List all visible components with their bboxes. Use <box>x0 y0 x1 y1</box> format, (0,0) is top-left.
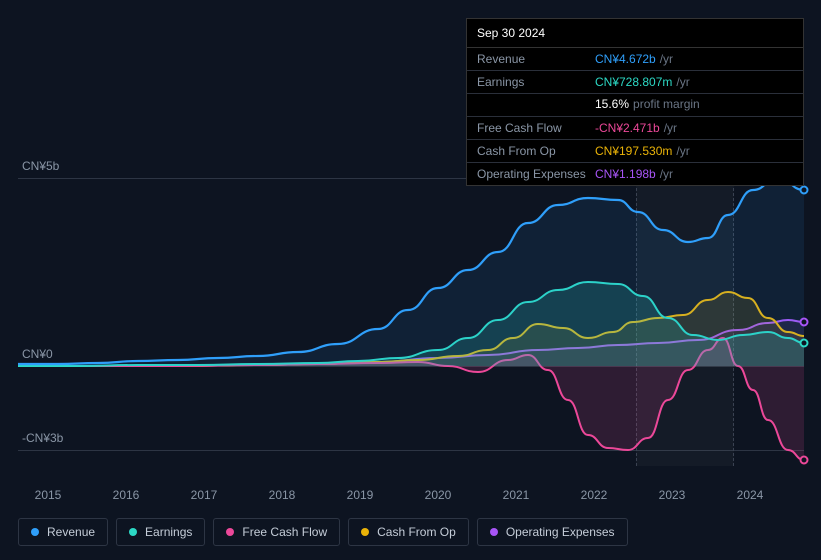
data-tooltip: Sep 30 2024 RevenueCN¥4.672b/yrEarningsC… <box>466 18 804 186</box>
legend-dot-icon <box>129 528 137 536</box>
legend-label: Earnings <box>145 525 192 539</box>
x-tick-label: 2020 <box>425 488 452 502</box>
legend-item[interactable]: Free Cash Flow <box>213 518 340 546</box>
legend-label: Revenue <box>47 525 95 539</box>
x-tick-label: 2019 <box>347 488 374 502</box>
tooltip-row: Free Cash Flow-CN¥2.471b/yr <box>467 117 803 140</box>
x-tick-label: 2015 <box>35 488 62 502</box>
legend-item[interactable]: Earnings <box>116 518 205 546</box>
legend-dot-icon <box>31 528 39 536</box>
x-axis-labels: 2015 2016 2017 2018 2019 2020 2021 2022 2023 2024 <box>18 488 804 504</box>
tooltip-row: Cash From OpCN¥197.530m/yr <box>467 140 803 163</box>
x-tick-label: 2021 <box>503 488 530 502</box>
legend-dot-icon <box>361 528 369 536</box>
financial-chart[interactable]: CN¥5bCN¥0-CN¥3b <box>18 160 804 480</box>
tooltip-row: Operating ExpensesCN¥1.198b/yr <box>467 163 803 185</box>
series-end-marker <box>800 456 809 465</box>
legend-dot-icon <box>490 528 498 536</box>
legend: Revenue Earnings Free Cash Flow Cash From O… <box>18 518 628 546</box>
legend-item[interactable]: Cash From Op <box>348 518 469 546</box>
x-tick-label: 2018 <box>269 488 296 502</box>
x-tick-label: 2016 <box>113 488 140 502</box>
x-tick-label: 2023 <box>659 488 686 502</box>
series-area <box>18 178 804 366</box>
x-tick-label: 2022 <box>581 488 608 502</box>
series-end-marker <box>800 339 809 348</box>
x-tick-label: 2017 <box>191 488 218 502</box>
x-tick-label: 2024 <box>737 488 764 502</box>
legend-label: Free Cash Flow <box>242 525 327 539</box>
series-end-marker <box>800 318 809 327</box>
tooltip-date: Sep 30 2024 <box>467 19 803 48</box>
legend-label: Operating Expenses <box>506 525 615 539</box>
tooltip-row: EarningsCN¥728.807m/yr <box>467 71 803 94</box>
legend-label: Cash From Op <box>377 525 456 539</box>
tooltip-row: RevenueCN¥4.672b/yr <box>467 48 803 71</box>
series-end-marker <box>800 186 809 195</box>
legend-item[interactable]: Revenue <box>18 518 108 546</box>
legend-item[interactable]: Operating Expenses <box>477 518 628 546</box>
plot-svg <box>18 160 804 480</box>
tooltip-profit-margin: 15.6%profit margin <box>467 94 803 117</box>
legend-dot-icon <box>226 528 234 536</box>
